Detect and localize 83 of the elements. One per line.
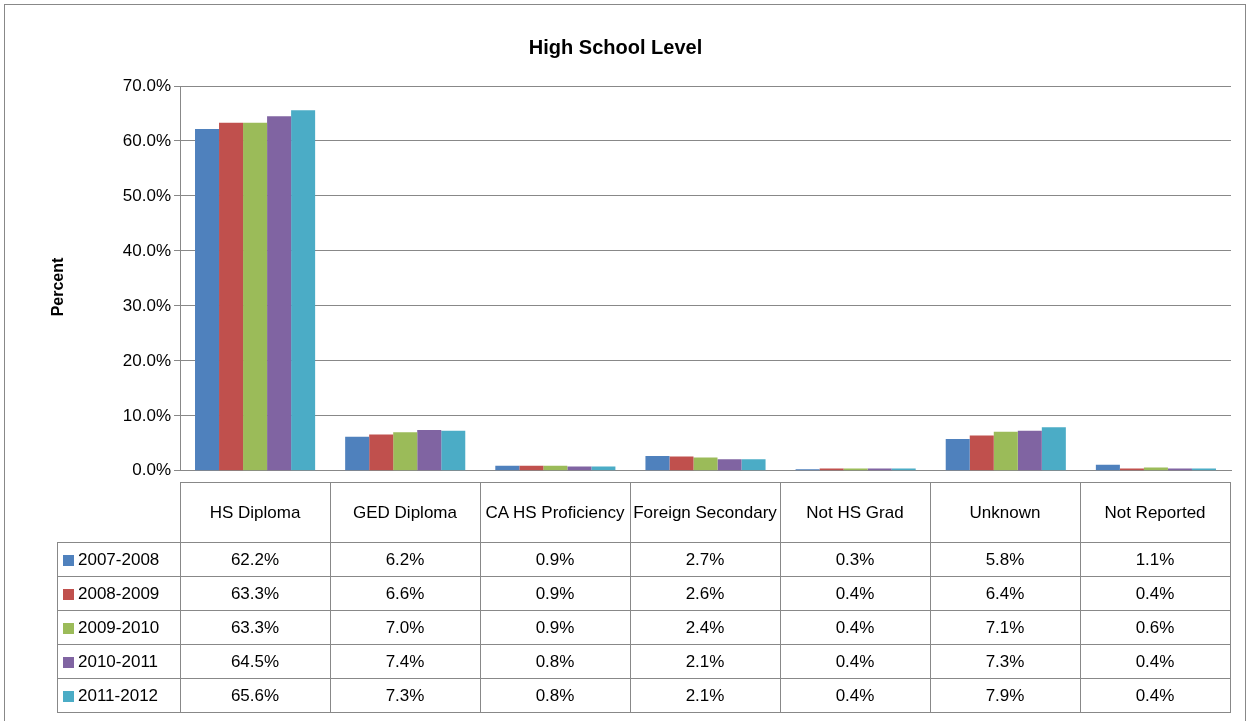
bar	[669, 456, 694, 471]
x-tick-label: GED Diploma	[330, 482, 480, 543]
y-tick-label: 10.0%	[122, 405, 171, 425]
data-label: 7.9%	[930, 678, 1080, 713]
legend-label: 2008-2009	[57, 576, 180, 611]
data-label: 0.8%	[480, 644, 630, 679]
data-label: 6.4%	[930, 576, 1080, 611]
data-label: 65.6%	[180, 678, 330, 713]
data-label: 0.9%	[480, 610, 630, 645]
data-label: 0.4%	[780, 610, 930, 645]
y-axis-title: Percent	[49, 256, 67, 319]
data-label: 2.4%	[630, 610, 780, 645]
bar	[393, 432, 418, 471]
x-tick-label: Not Reported	[1080, 482, 1230, 543]
bar	[945, 438, 970, 471]
bar	[369, 434, 394, 471]
data-label: 0.8%	[480, 678, 630, 713]
bar	[591, 466, 616, 471]
data-label: 0.4%	[780, 576, 930, 611]
bar	[1041, 427, 1066, 471]
data-label: 0.4%	[1080, 576, 1230, 611]
data-label: 7.3%	[330, 678, 480, 713]
data-label: 0.6%	[1080, 610, 1230, 645]
data-label: 2.1%	[630, 678, 780, 713]
data-label: 7.0%	[330, 610, 480, 645]
bar	[741, 459, 766, 471]
data-label: 0.9%	[480, 542, 630, 577]
data-label: 5.8%	[930, 542, 1080, 577]
bar	[717, 459, 742, 471]
bar	[267, 116, 292, 471]
y-tick-label: 60.0%	[122, 130, 171, 150]
bar	[645, 455, 670, 471]
legend-label: 2010-2011	[57, 644, 180, 679]
data-label: 2.1%	[630, 644, 780, 679]
x-tick-label: Foreign Secondary	[630, 482, 780, 543]
y-tick-label: 30.0%	[122, 295, 171, 315]
bar	[693, 457, 718, 471]
legend-label: 2007-2008	[57, 542, 180, 577]
y-tick-label: 70.0%	[122, 75, 171, 95]
legend-label: 2009-2010	[57, 610, 180, 645]
y-tick-label: 50.0%	[122, 185, 171, 205]
data-label: 7.3%	[930, 644, 1080, 679]
bar	[345, 436, 370, 471]
bar	[1017, 430, 1042, 471]
data-label: 0.3%	[780, 542, 930, 577]
data-label: 0.4%	[1080, 644, 1230, 679]
data-label: 7.1%	[930, 610, 1080, 645]
data-label: 2.6%	[630, 576, 780, 611]
data-label: 0.4%	[1080, 678, 1230, 713]
bar	[543, 465, 568, 471]
bar	[417, 430, 442, 471]
data-label: 7.4%	[330, 644, 480, 679]
data-label: 63.3%	[180, 610, 330, 645]
data-label: 1.1%	[1080, 542, 1230, 577]
data-label: 63.3%	[180, 576, 330, 611]
data-label: 0.4%	[780, 644, 930, 679]
y-tick-label: 20.0%	[122, 350, 171, 370]
y-tick-label: 40.0%	[122, 240, 171, 260]
bar	[969, 435, 994, 471]
data-label: 6.6%	[330, 576, 480, 611]
data-label: 0.9%	[480, 576, 630, 611]
data-label: 6.2%	[330, 542, 480, 577]
bar	[495, 465, 520, 471]
bar	[993, 431, 1018, 471]
data-label: 64.5%	[180, 644, 330, 679]
data-label: 0.4%	[780, 678, 930, 713]
bar	[291, 110, 316, 471]
data-label: 62.2%	[180, 542, 330, 577]
bar	[219, 122, 244, 471]
bar	[243, 122, 268, 471]
x-tick-label: HS Diploma	[180, 482, 330, 543]
legend-label: 2011-2012	[57, 678, 180, 713]
y-tick-label: 0.0%	[132, 460, 171, 480]
bar	[441, 430, 466, 471]
x-tick-label: Not HS Grad	[780, 482, 930, 543]
data-label: 2.7%	[630, 542, 780, 577]
chart-title: High School Level	[528, 35, 703, 58]
x-tick-label: Unknown	[930, 482, 1080, 543]
bar	[195, 128, 220, 471]
bar	[567, 466, 592, 471]
bar	[1095, 464, 1120, 471]
x-tick-label: CA HS Proficiency	[480, 482, 630, 543]
bar	[519, 465, 544, 471]
